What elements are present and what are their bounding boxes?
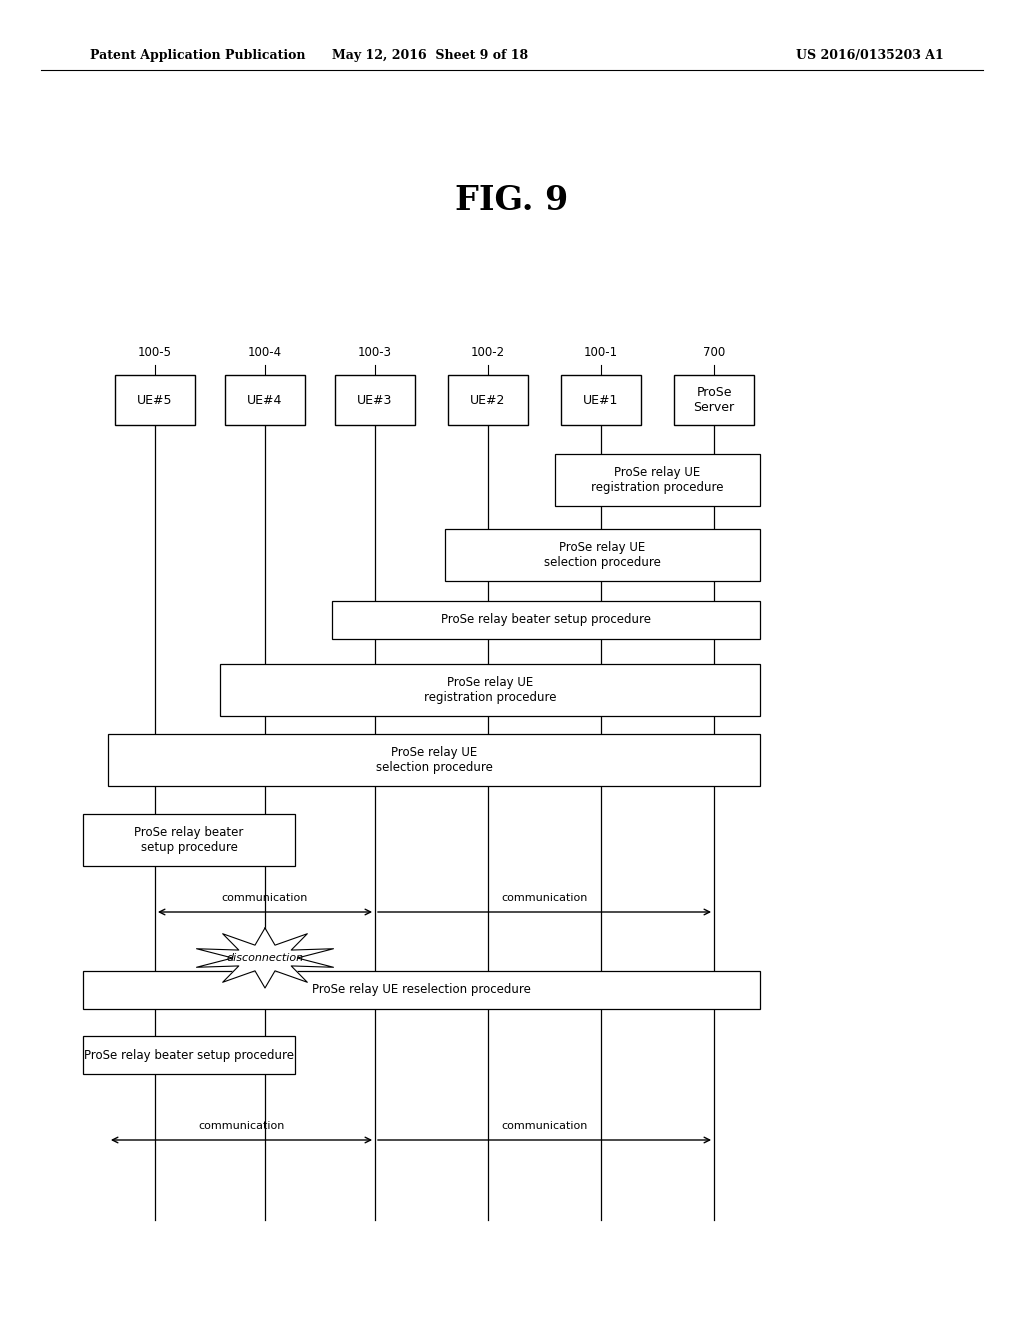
Text: ProSe relay beater setup procedure: ProSe relay beater setup procedure [84, 1048, 294, 1061]
Bar [674, 375, 754, 425]
Text: ProSe relay UE
selection procedure: ProSe relay UE selection procedure [376, 746, 493, 774]
Text: communication: communication [502, 1121, 588, 1131]
Text: US 2016/0135203 A1: US 2016/0135203 A1 [796, 49, 944, 62]
Bar [83, 972, 760, 1008]
Text: FIG. 9: FIG. 9 [456, 183, 568, 216]
Text: UE#4: UE#4 [248, 393, 283, 407]
Bar [225, 375, 305, 425]
Bar [449, 375, 528, 425]
Bar [335, 375, 415, 425]
Text: UE#1: UE#1 [584, 393, 618, 407]
Text: Patent Application Publication: Patent Application Publication [90, 49, 305, 62]
Text: disconnection: disconnection [226, 953, 303, 964]
Text: 700: 700 [702, 346, 725, 359]
Text: UE#3: UE#3 [357, 393, 392, 407]
Text: ProSe
Server: ProSe Server [693, 385, 734, 414]
Text: UE#2: UE#2 [470, 393, 506, 407]
Text: 100-4: 100-4 [248, 346, 282, 359]
Polygon shape [197, 928, 334, 987]
Bar [115, 375, 195, 425]
Bar [83, 814, 295, 866]
Bar [83, 1036, 295, 1074]
Text: 100-5: 100-5 [138, 346, 172, 359]
Bar [445, 529, 760, 581]
Text: ProSe relay UE
registration procedure: ProSe relay UE registration procedure [591, 466, 724, 494]
Bar [561, 375, 641, 425]
Text: communication: communication [502, 894, 588, 903]
Bar [332, 601, 760, 639]
Text: May 12, 2016  Sheet 9 of 18: May 12, 2016 Sheet 9 of 18 [332, 49, 528, 62]
Text: ProSe relay UE
selection procedure: ProSe relay UE selection procedure [544, 541, 660, 569]
Text: ProSe relay UE reselection procedure: ProSe relay UE reselection procedure [312, 983, 530, 997]
Text: 100-1: 100-1 [584, 346, 618, 359]
Text: 100-3: 100-3 [358, 346, 392, 359]
Bar [555, 454, 760, 506]
Text: ProSe relay beater setup procedure: ProSe relay beater setup procedure [441, 614, 651, 627]
Bar [220, 664, 760, 715]
Text: UE#5: UE#5 [137, 393, 173, 407]
Text: communication: communication [222, 894, 308, 903]
Text: ProSe relay beater
setup procedure: ProSe relay beater setup procedure [134, 826, 244, 854]
Text: 100-2: 100-2 [471, 346, 505, 359]
Text: ProSe relay UE
registration procedure: ProSe relay UE registration procedure [424, 676, 556, 704]
Bar [108, 734, 760, 785]
Text: communication: communication [199, 1121, 285, 1131]
